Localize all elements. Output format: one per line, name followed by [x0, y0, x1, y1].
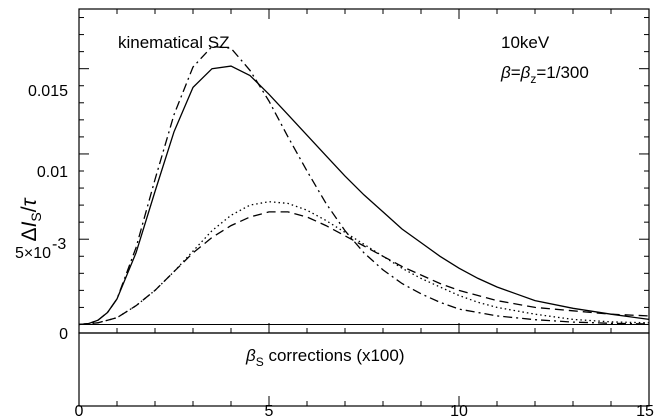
y-axis-title-sub: S [28, 212, 44, 221]
y-axis-title: ΔIS/τ [18, 197, 44, 241]
annotation-beta-value: =1/300 [536, 63, 588, 82]
annotation-kinematical: kinematical SZ [118, 33, 229, 52]
y-tick-label-1: 5×10 [15, 245, 51, 262]
lower-panel-frame [78, 332, 650, 407]
lower-panel-label: βS corrections (x100) [245, 346, 405, 369]
series-line-dashdot [78, 45, 650, 326]
annotation-temperature: 10keV [501, 33, 550, 52]
y-tick-label-3: 0.015 [28, 83, 68, 100]
lower-panel-label-beta: β [245, 346, 256, 365]
y-tick-label-1-base: 5×10 [15, 245, 51, 262]
x-tick-label-10: 10 [450, 403, 468, 420]
annotation-beta: β=βz=1/300 [500, 63, 589, 86]
y-axis-title-tau: τ [18, 197, 41, 206]
series-line-dashed [78, 211, 650, 326]
series-line-solid [78, 65, 650, 326]
upper-panel-frame [78, 8, 650, 334]
x-tick-label-15: 15 [636, 403, 654, 420]
y-axis-title-i: I [18, 221, 41, 227]
x-tick-label-5: 5 [265, 403, 274, 420]
y-axis-title-delta: Δ [18, 227, 41, 241]
axis-ticks [78, 9, 650, 406]
lower-panel-label-text: corrections (x100) [264, 346, 405, 365]
y-tick-label-1-exponent: -3 [52, 236, 66, 253]
y-axis-title-slash: / [18, 206, 41, 212]
x-tick-label-0: 0 [75, 403, 84, 420]
series-line-dotted [78, 201, 650, 326]
annotation-beta-symbol: β [500, 63, 511, 82]
curves [78, 45, 650, 326]
y-tick-label-2: 0.01 [37, 164, 68, 181]
annotation-betaz-sub: z [530, 72, 536, 86]
annotation-betaz-symbol: β [520, 63, 531, 82]
lower-panel-label-sub: S [256, 355, 264, 369]
y-tick-label-0: 0 [59, 326, 68, 343]
annotation-beta-eq: = [511, 63, 521, 82]
